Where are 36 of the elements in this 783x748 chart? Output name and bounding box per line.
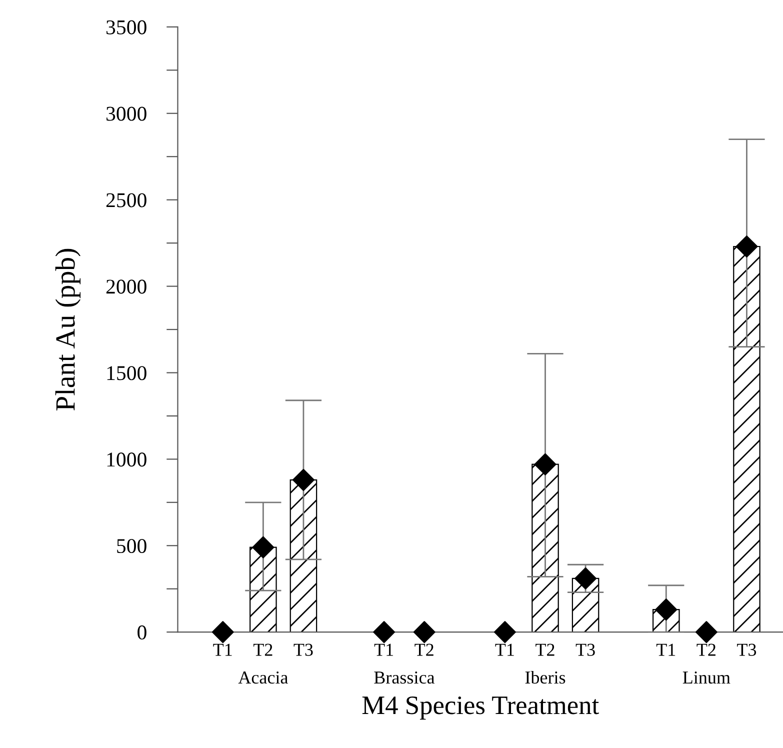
text: Iberis [525,670,566,684]
x-tick-label: T2 [414,644,434,656]
x-axis-title: M4 Species Treatment [362,696,599,720]
x-tick-label: T1 [495,644,514,656]
y-tick-label: 3000 [106,106,146,121]
point [574,567,597,590]
x-tick-label: T3 [576,644,595,656]
x-tick-label: T2 [696,644,716,656]
point [413,621,436,644]
y-tick-label: 2500 [106,193,146,208]
x-tick-label: T1 [374,644,394,656]
point [373,621,396,644]
text: Brassica [374,672,435,684]
x-tick-label: T1 [213,644,232,656]
text: Acacia [238,672,288,684]
y-tick-label: 2000 [106,280,146,294]
y-tick-label: 500 [117,538,146,554]
y-tick-label: 1500 [107,366,146,380]
point [252,536,274,558]
y-tick-label: 3500 [106,20,146,34]
point [292,468,314,491]
y-axis-title: Plant Au (ppb) [55,248,81,410]
x-tick-label: T2 [253,644,272,656]
x-tick-label: T2 [536,644,554,656]
point [736,236,758,258]
x-tick-label: T1 [656,644,676,656]
point [212,621,234,644]
y-tick-label: 1000 [107,452,146,467]
point [534,453,556,476]
text: Linum [682,672,730,684]
y-tick-label: 0 [138,625,146,640]
x-tick-label: T3 [737,644,756,656]
point [695,621,718,644]
point [655,598,678,621]
point [494,621,516,644]
x-tick-label: T3 [294,644,313,656]
